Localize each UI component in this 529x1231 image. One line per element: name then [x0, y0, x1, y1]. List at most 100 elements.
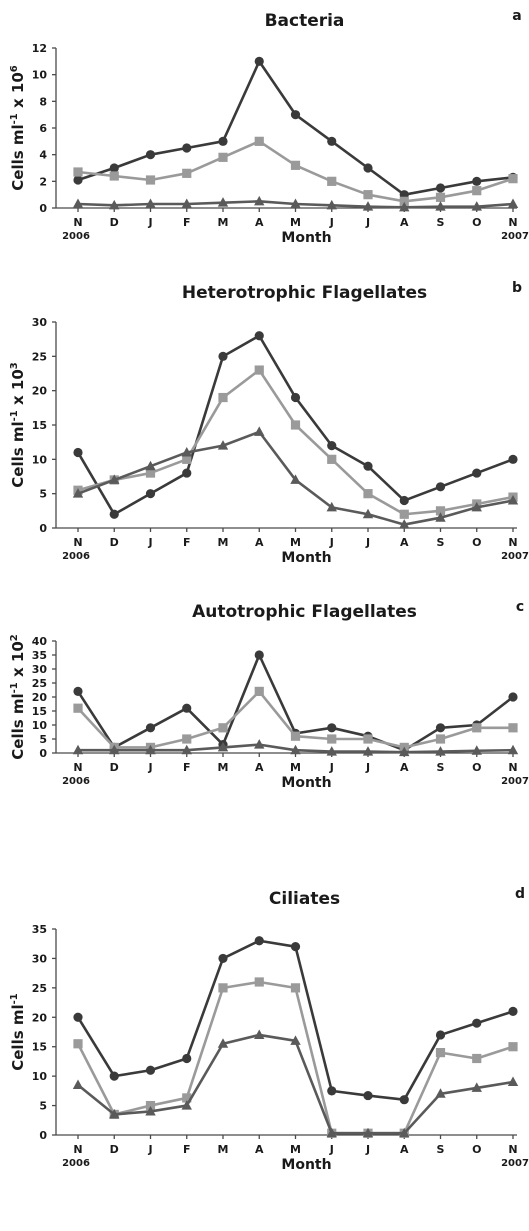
data-point: [507, 744, 519, 755]
series-line: [77, 1033, 514, 1135]
x-tick-label: D: [110, 761, 119, 774]
y-tick-label: 5: [39, 733, 47, 746]
data-point: [399, 746, 410, 757]
x-year-start: 2006: [62, 231, 90, 242]
y-tick-label: 20: [32, 1011, 48, 1024]
series-line: [76, 939, 514, 1101]
x-tick-label: J: [329, 216, 334, 229]
data-point: [145, 1065, 156, 1075]
data-point: [327, 454, 337, 464]
y-axis-label: Cells ml-1 x 102: [9, 634, 27, 760]
x-tick-label: M: [218, 761, 229, 774]
data-point: [109, 171, 119, 181]
y-tick-label: 6: [39, 122, 47, 135]
x-year-start: 2006: [62, 551, 90, 562]
data-point: [145, 723, 156, 733]
data-point: [145, 489, 156, 499]
x-axis-label: Month: [281, 550, 331, 566]
x-tick-label: S: [437, 216, 445, 229]
x-axis-label: Month: [281, 1157, 331, 1173]
data-point: [182, 168, 192, 178]
data-point: [399, 1127, 410, 1138]
series-square: [73, 686, 518, 752]
chart-title: Bacteria: [265, 11, 345, 31]
chart-title: Ciliates: [269, 889, 340, 909]
data-point: [290, 1035, 301, 1045]
series-line: [77, 60, 514, 196]
data-point: [254, 936, 264, 946]
data-point: [72, 198, 84, 208]
x-tick-label: N: [508, 536, 517, 549]
y-tick-label: 4: [39, 149, 47, 162]
data-point: [327, 723, 337, 733]
data-point: [109, 474, 120, 484]
data-point: [73, 167, 83, 177]
data-point: [182, 143, 192, 153]
y-tick-label: 25: [32, 350, 47, 363]
data-point: [182, 1053, 192, 1064]
data-point: [254, 650, 264, 660]
data-point: [218, 392, 228, 403]
series-triangle: [72, 1029, 519, 1138]
data-point: [218, 136, 228, 146]
x-year-end: 2007: [501, 1158, 529, 1169]
y-tick-label: 10: [32, 1070, 48, 1083]
chart-panel-c: Autotrophic Flagellates c 0510152025303540…: [9, 599, 529, 791]
x-tick-label: N: [508, 216, 517, 229]
y-tick-label: 10: [32, 719, 48, 732]
x-tick-label: N: [508, 1143, 517, 1156]
x-tick-label: M: [218, 536, 229, 549]
x-tick-label: J: [365, 536, 370, 549]
x-tick-label: N: [73, 761, 82, 774]
x-tick-label: J: [365, 216, 370, 229]
series-triangle: [72, 426, 519, 529]
x-tick-label: S: [437, 761, 445, 774]
data-point: [327, 1086, 337, 1096]
data-point: [435, 1030, 446, 1040]
x-tick-label: J: [147, 761, 152, 774]
series-circle: [73, 56, 518, 200]
x-tick-label: M: [290, 1143, 301, 1156]
x-tick-label: M: [290, 536, 301, 549]
y-tick-label: 0: [39, 747, 47, 760]
data-point: [182, 734, 192, 744]
y-axis-label: Cells ml-1 x 103: [9, 362, 27, 488]
data-point: [363, 734, 373, 744]
data-point: [435, 183, 446, 193]
data-point: [217, 197, 229, 207]
data-point: [145, 150, 156, 160]
data-point: [109, 509, 119, 519]
y-tick-label: 25: [32, 982, 47, 995]
x-tick-label: N: [508, 761, 517, 774]
chart-panel-d: Ciliates d 0 5 10 15 20 25 30 35 N D J F M A M J J A S O N 2006…: [9, 886, 529, 1173]
data-point: [218, 351, 228, 361]
data-point: [435, 482, 446, 492]
x-tick-label: S: [437, 1143, 445, 1156]
x-tick-label: N: [73, 1143, 82, 1156]
x-tick-label: D: [110, 216, 119, 229]
data-point: [508, 1042, 518, 1052]
x-axis-label: Month: [281, 775, 331, 791]
x-tick-label: S: [437, 536, 445, 549]
data-point: [435, 746, 446, 756]
data-point: [362, 746, 374, 756]
data-point: [182, 468, 192, 478]
y-tick-label: 0: [39, 202, 47, 215]
y-tick-label: 2: [39, 175, 47, 188]
data-point: [181, 744, 192, 755]
data-point: [145, 744, 156, 755]
data-point: [471, 201, 482, 211]
data-point: [362, 1127, 374, 1138]
y-tick-label: 30: [32, 316, 48, 329]
data-point: [363, 461, 373, 471]
series-triangle: [72, 195, 519, 212]
x-tick-label: J: [365, 1143, 370, 1156]
x-tick-label: D: [110, 536, 119, 549]
data-point: [73, 1012, 83, 1022]
data-point: [290, 744, 301, 755]
data-point: [254, 331, 264, 341]
x-tick-label: J: [329, 536, 334, 549]
data-point: [254, 739, 265, 749]
data-point: [471, 745, 482, 755]
x-tick-label: A: [255, 216, 264, 229]
